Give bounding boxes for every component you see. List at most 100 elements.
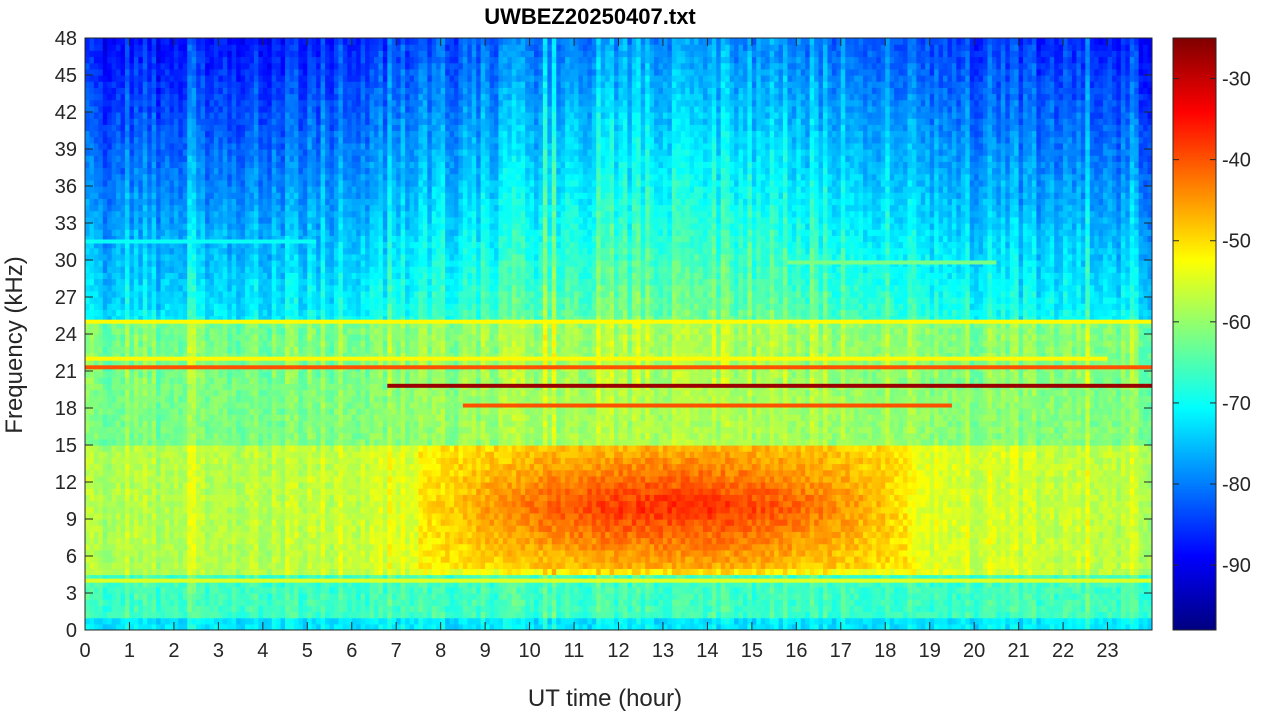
spectrogram-cell <box>236 420 241 427</box>
spectrogram-cell <box>294 464 299 471</box>
spectrogram-cell <box>103 303 108 310</box>
spectrogram-cell <box>263 155 268 162</box>
spectrogram-cell <box>138 482 143 489</box>
spectrogram-cell <box>290 118 295 125</box>
spectrogram-cell <box>107 612 112 619</box>
spectrogram-cell <box>138 513 143 520</box>
spectrogram-cell <box>143 223 148 230</box>
spectrogram-cell <box>94 593 99 600</box>
spectrogram-cell <box>250 69 255 76</box>
spectrogram-cell <box>116 599 121 606</box>
spectrogram-cell <box>263 279 268 286</box>
spectrogram-cell <box>254 266 259 273</box>
spectrogram-cell <box>187 556 192 563</box>
spectrogram-cell <box>241 612 246 619</box>
spectrogram-cell <box>290 457 295 464</box>
spectrogram-cell <box>245 464 250 471</box>
spectrogram-cell <box>196 519 201 526</box>
spectrogram-cell <box>267 371 272 378</box>
spectrogram-cell <box>112 291 117 298</box>
spectrogram-cell <box>178 396 183 403</box>
spectrogram-cell <box>263 112 268 119</box>
spectrogram-cell <box>112 593 117 600</box>
spectrogram-cell <box>134 494 139 501</box>
spectrogram-cell <box>121 272 126 279</box>
spectrogram-cell <box>209 531 214 538</box>
spectrogram-cell <box>201 198 206 205</box>
spectrogram-cell <box>196 291 201 298</box>
spectrogram-cell <box>294 118 299 125</box>
spectrogram-cell <box>245 538 250 545</box>
spectrogram-cell <box>201 186 206 193</box>
spectrogram-cell <box>192 100 197 107</box>
spectrogram-cell <box>134 100 139 107</box>
spectrogram-cell <box>125 131 130 138</box>
spectrogram-cell <box>272 254 277 261</box>
spectrogram-cell <box>107 205 112 212</box>
spectrogram-cell <box>116 149 121 156</box>
spectrogram-cell <box>98 396 103 403</box>
spectrogram-cell <box>85 309 90 316</box>
spectrogram-cell <box>125 587 130 594</box>
spectrogram-cell <box>165 260 170 267</box>
spectrogram-cell <box>152 180 157 187</box>
spectrogram-cell <box>272 75 277 82</box>
spectrogram-cell <box>178 488 183 495</box>
spectrogram-cell <box>227 149 232 156</box>
spectrogram-cell <box>98 57 103 64</box>
spectrogram-cell <box>298 291 303 298</box>
spectrogram-cell <box>107 285 112 292</box>
spectrogram-cell <box>294 562 299 569</box>
spectrogram-cell <box>281 180 286 187</box>
spectrogram-cell <box>183 75 188 82</box>
spectrogram-cell <box>112 94 117 101</box>
spectrogram-cell <box>169 180 174 187</box>
spectrogram-cell <box>134 476 139 483</box>
spectrogram-cell <box>125 50 130 57</box>
spectrogram-cell <box>178 427 183 434</box>
spectrogram-cell <box>201 396 206 403</box>
spectrogram-cell <box>143 118 148 125</box>
spectrogram-cell <box>98 303 103 310</box>
spectrogram-cell <box>161 106 166 113</box>
spectrogram-cell <box>214 501 219 508</box>
spectrogram-cell <box>178 260 183 267</box>
spectrogram-cell <box>223 383 228 390</box>
spectrogram-cell <box>196 556 201 563</box>
spectrogram-cell <box>241 137 246 144</box>
spectrogram-cell <box>201 155 206 162</box>
spectrogram-cell <box>218 371 223 378</box>
spectrogram-cell <box>214 57 219 64</box>
spectrogram-cell <box>178 198 183 205</box>
spectrogram-cell <box>196 550 201 557</box>
spectrogram-cell <box>312 248 317 255</box>
spectrogram-cell <box>276 408 281 415</box>
spectrogram-cell <box>201 562 206 569</box>
spectrogram-cell <box>94 476 99 483</box>
spectrogram-cell <box>214 303 219 310</box>
spectrogram-cell <box>218 192 223 199</box>
spectrogram-cell <box>174 612 179 619</box>
spectrogram-cell <box>192 476 197 483</box>
spectrogram-cell <box>125 402 130 409</box>
spectrogram-cell <box>103 464 108 471</box>
spectrogram-cell <box>129 309 134 316</box>
spectrogram-cell <box>303 371 308 378</box>
spectrogram-cell <box>169 63 174 70</box>
spectrogram-cell <box>303 137 308 144</box>
spectrogram-cell <box>169 507 174 514</box>
spectrogram-cell <box>272 155 277 162</box>
spectrogram-cell <box>196 217 201 224</box>
spectrogram-cell <box>294 488 299 495</box>
spectrogram-cell <box>152 618 157 625</box>
spectrogram-cell <box>169 217 174 224</box>
spectrogram-cell <box>147 63 152 70</box>
spectrogram-cell <box>201 205 206 212</box>
spectrogram-cell <box>116 161 121 168</box>
spectrogram-cell <box>196 408 201 415</box>
spectrogram-cell <box>89 494 94 501</box>
spectrogram-cell <box>303 402 308 409</box>
spectrogram-cell <box>236 390 241 397</box>
spectrogram-cell <box>103 248 108 255</box>
spectrogram-cell <box>254 587 259 594</box>
